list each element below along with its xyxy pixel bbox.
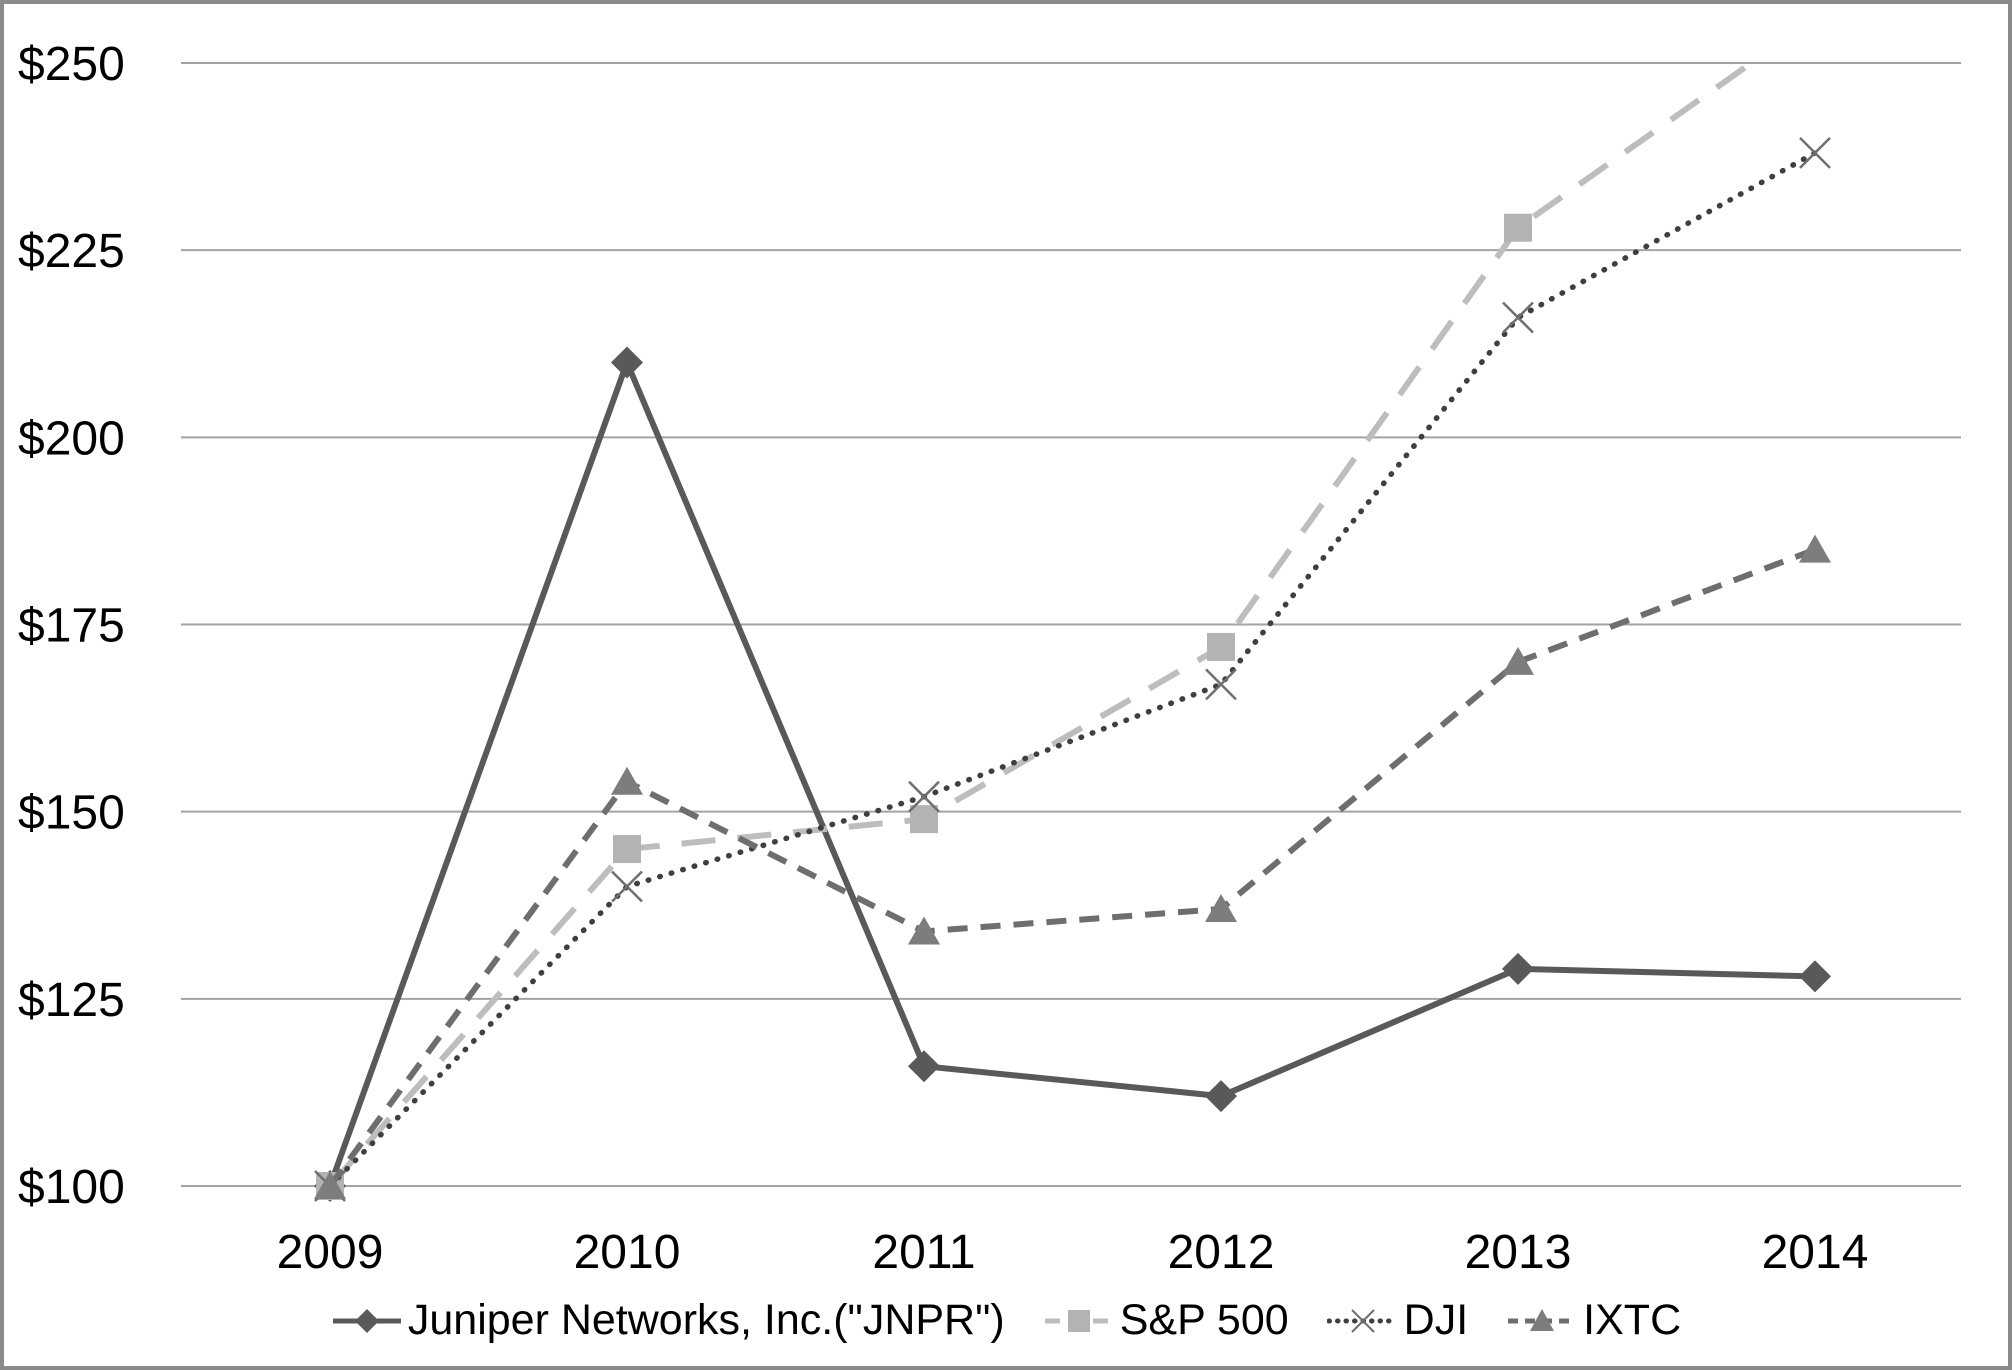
x-marker: [1205, 668, 1237, 701]
x-marker: [1799, 136, 1831, 169]
series-line-jnpr: [327, 354, 1816, 1188]
square-marker: [613, 835, 641, 864]
triangle-marker: [1205, 893, 1237, 922]
y-axis-label: $125: [18, 974, 125, 1027]
x-axis-label: 2013: [1465, 1226, 1572, 1279]
legend-label-jnpr: Juniper Networks, Inc.("JNPR"): [407, 1296, 1005, 1344]
x-marker: [1502, 301, 1534, 334]
legend-marker-x-icon: [1326, 1308, 1399, 1333]
x-axis-label: 2010: [574, 1226, 681, 1279]
legend-marker-square-icon: [1044, 1309, 1113, 1332]
series-line-ixtc: [327, 546, 1817, 1188]
triangle-marker: [611, 766, 643, 795]
x-axis-label: 2014: [1762, 1226, 1869, 1279]
series-line-sp500: [327, 62, 1758, 1188]
diamond-marker: [1502, 952, 1534, 985]
triangle-marker: [1502, 646, 1534, 675]
x-marker: [611, 870, 643, 903]
legend-label-ixtc: IXTC: [1583, 1296, 1682, 1344]
x-axis-label: 2009: [277, 1226, 384, 1279]
legend-label-sp500: S&P 500: [1119, 1296, 1289, 1344]
legend-marker-diamond-icon: [332, 1308, 401, 1333]
legend-item-sp500: S&P 500: [1043, 1296, 1289, 1345]
y-axis-label: $150: [18, 787, 125, 840]
diamond-marker: [611, 346, 643, 379]
x-marker: [908, 780, 940, 813]
square-marker: [1801, 4, 1829, 32]
x-axis-label: 2012: [1168, 1226, 1275, 1279]
y-axis-label: $100: [18, 1161, 125, 1214]
series-dji: [314, 136, 1831, 1202]
triangle-marker: [908, 916, 940, 945]
triangle-marker: [314, 1171, 346, 1199]
legend-item-ixtc: IXTC: [1506, 1296, 1681, 1345]
series-line-dji: [327, 150, 1818, 1189]
legend-label-dji: DJI: [1403, 1296, 1469, 1344]
x-axis-label: 2011: [872, 1226, 975, 1279]
series-jnpr: [314, 346, 1831, 1202]
diamond-marker: [1205, 1080, 1237, 1113]
y-axis-label: $175: [18, 600, 125, 653]
diamond-marker: [908, 1050, 940, 1083]
legend-item-jnpr: Juniper Networks, Inc.("JNPR"): [331, 1296, 1005, 1345]
diamond-marker: [1799, 960, 1831, 993]
series-ixtc: [314, 534, 1831, 1199]
square-marker: [1207, 632, 1235, 661]
square-marker: [1504, 213, 1532, 242]
square-marker: [910, 805, 938, 834]
legend-marker-triangle-icon: [1508, 1308, 1577, 1331]
y-axis-label: $200: [18, 412, 125, 465]
triangle-marker: [1799, 534, 1831, 563]
chart-legend: Juniper Networks, Inc.("JNPR") S&P 500 DJI…: [4, 1296, 2008, 1345]
stock-performance-chart: $100 $125 $150 $175 $200 $225 $250 2009 2010 2011…: [18, 4, 1961, 1279]
y-axis-label: $250: [18, 38, 125, 91]
legend-item-dji: DJI: [1326, 1296, 1469, 1345]
y-axis-label: $225: [18, 225, 125, 278]
